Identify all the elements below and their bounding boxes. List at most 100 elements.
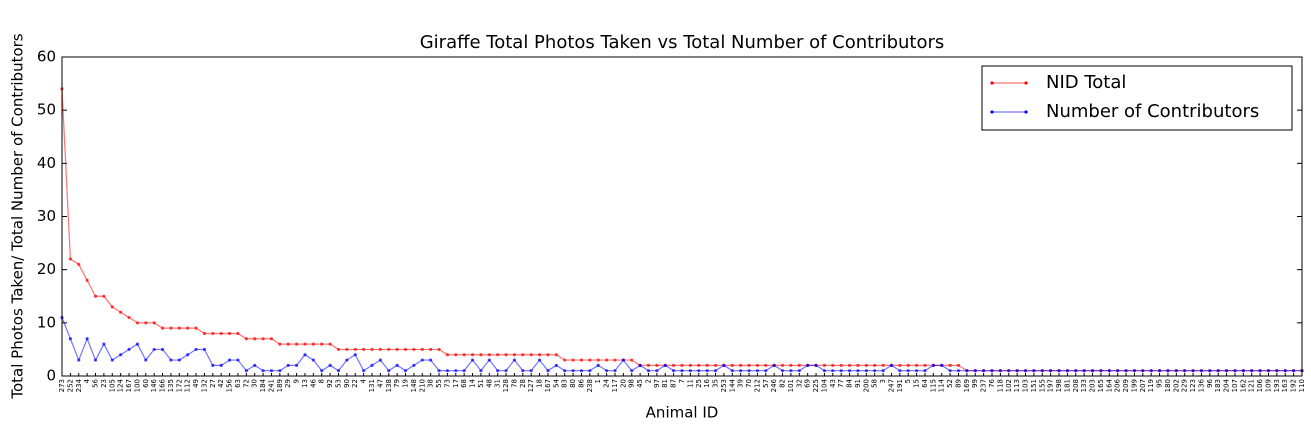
x-tick-label: 212 (753, 379, 761, 392)
data-point (1292, 369, 1296, 373)
data-point (1124, 369, 1128, 373)
data-point (563, 369, 567, 373)
data-point (403, 347, 408, 352)
data-point (1057, 369, 1061, 373)
data-point (412, 363, 416, 367)
data-point (1015, 369, 1019, 373)
data-point (320, 342, 324, 346)
x-tick-label: 20 (619, 379, 627, 388)
x-tick-label: 146 (150, 378, 158, 392)
data-point (261, 369, 265, 373)
x-tick-label: 14 (469, 378, 477, 387)
data-point (202, 347, 207, 352)
data-point (303, 353, 307, 357)
legend-label: NID Total (1046, 72, 1126, 93)
data-point (278, 342, 282, 346)
x-tick-label: 106 (1256, 378, 1264, 392)
data-point (345, 358, 349, 362)
x-tick-label: 121 (1248, 379, 1256, 392)
x-tick-label: 60 (142, 379, 150, 388)
x-tick-label: 48 (485, 379, 493, 388)
data-point (1082, 369, 1086, 373)
data-point (655, 363, 659, 367)
x-tick-label: 70 (745, 379, 753, 388)
x-tick-label: 273 (58, 379, 66, 392)
data-point (822, 363, 827, 367)
data-point (672, 363, 676, 367)
data-point (822, 369, 827, 373)
x-tick-label: 57 (762, 379, 770, 388)
x-tick-label: 124 (117, 378, 125, 392)
x-tick-label: 2 (644, 379, 652, 383)
data-point (847, 363, 852, 367)
x-tick-label: 102 (1005, 379, 1013, 392)
data-point (77, 262, 81, 266)
data-point (169, 358, 173, 362)
x-tick-label: 183 (1214, 379, 1222, 392)
data-point (328, 363, 332, 367)
data-point (588, 369, 592, 373)
data-point (286, 342, 290, 346)
data-point (546, 369, 550, 373)
data-point (144, 321, 148, 325)
data-point (470, 358, 475, 362)
x-tick-label: 5 (904, 379, 912, 383)
data-point (571, 358, 575, 362)
data-point (261, 337, 265, 341)
data-point (898, 369, 902, 373)
x-tick-label: 109 (1264, 379, 1272, 392)
data-point (697, 369, 701, 373)
data-point (1023, 369, 1028, 373)
data-point (362, 347, 366, 352)
data-point (571, 369, 575, 373)
data-point (529, 369, 533, 373)
data-point (496, 369, 500, 373)
x-tick-label: 7 (678, 379, 686, 383)
x-tick-label: 225 (812, 379, 820, 392)
x-tick-label: 83 (561, 379, 569, 388)
data-point (873, 363, 877, 367)
data-point (546, 353, 550, 357)
data-point (445, 369, 450, 373)
data-point (613, 358, 617, 362)
x-tick-label: 104 (820, 378, 828, 392)
x-tick-label: 9 (293, 379, 301, 383)
x-tick-label: 73 (443, 379, 451, 388)
data-point (965, 369, 969, 373)
data-point (956, 363, 961, 367)
data-point (973, 369, 977, 373)
data-point (797, 363, 801, 367)
x-tick-label: 118 (996, 379, 1004, 392)
x-tick-label: 72 (242, 379, 250, 388)
x-tick-label: 162 (1239, 379, 1247, 392)
x-tick-label: 31 (494, 379, 502, 388)
data-point (370, 347, 374, 352)
data-point (102, 342, 106, 346)
x-tick-label: 80 (569, 379, 577, 388)
x-tick-label: 114 (938, 378, 946, 392)
data-point (688, 369, 692, 373)
x-tick-label: 38 (427, 379, 435, 388)
data-point (730, 363, 734, 367)
data-point (1141, 369, 1145, 373)
x-tick-label: 30 (251, 379, 259, 388)
data-point (655, 369, 659, 373)
data-point (713, 369, 718, 373)
x-tick-label: 238 (586, 379, 594, 392)
data-point (831, 369, 835, 373)
data-point (554, 363, 558, 367)
data-point (806, 363, 810, 367)
data-point (186, 326, 190, 330)
data-point (320, 369, 324, 373)
x-tick-label: 42 (217, 379, 225, 388)
data-point (982, 369, 986, 373)
data-point (1090, 369, 1095, 373)
data-point (227, 358, 232, 362)
x-tick-label: 197 (1047, 379, 1055, 392)
x-tick-label: 77 (837, 379, 845, 388)
x-tick-label: 69 (804, 379, 812, 388)
data-point (697, 363, 701, 367)
data-point (328, 342, 332, 346)
data-point (856, 363, 860, 367)
